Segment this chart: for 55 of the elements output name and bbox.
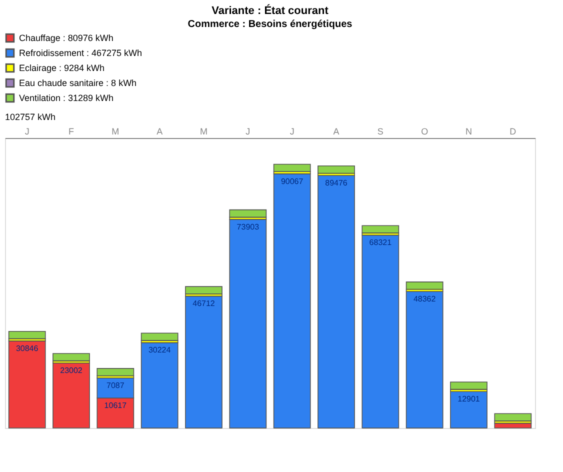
bar (8, 340, 46, 428)
bar (318, 165, 355, 174)
data-label: 48362 (413, 294, 436, 304)
bar (229, 209, 267, 218)
bar (140, 342, 178, 428)
data-label: 46712 (192, 299, 216, 308)
data-label: 7087 (106, 381, 125, 390)
bar (52, 362, 90, 428)
bar (52, 353, 90, 362)
bar (450, 391, 488, 428)
legend-label: Refroidissement : 467275 kWh (19, 48, 142, 58)
data-label: 89476 (325, 178, 348, 188)
bar (140, 332, 178, 341)
x-tick-label: S (377, 126, 384, 136)
legend-label: Ventilation : 31289 kWh (19, 93, 114, 103)
bar (406, 282, 444, 290)
x-tick-label: J (290, 126, 294, 136)
bar (273, 164, 311, 172)
chart-title: Variante : État courant (212, 4, 329, 17)
legend-label: Eau chaude sanitaire : 8 kWh (19, 78, 137, 88)
x-tick-label: J (246, 126, 250, 136)
data-label: 73903 (236, 222, 260, 232)
x-tick-label: A (333, 126, 340, 136)
x-tick-label: O (421, 126, 428, 136)
bar (494, 422, 532, 428)
x-tick-label: F (68, 126, 74, 136)
text: 102757 kWh (5, 112, 56, 122)
legend-label: Eclairage : 9284 kWh (19, 63, 105, 73)
data-label: 12901 (458, 394, 480, 404)
bar (362, 225, 400, 234)
bar (8, 330, 46, 340)
data-label: 68321 (369, 238, 392, 248)
bar (362, 234, 400, 428)
bar (185, 296, 222, 428)
data-label: 30224 (148, 346, 172, 355)
data-label: 90067 (280, 176, 304, 186)
bar (229, 219, 267, 428)
bar (450, 382, 488, 390)
x-tick-label: D (510, 126, 517, 136)
x-tick-label: N (466, 126, 472, 136)
x-tick-label: J (24, 126, 30, 136)
chart-subtitle: Commerce : Besoins énergétiques (188, 19, 353, 30)
bar (185, 286, 222, 294)
bar (318, 175, 355, 428)
data-label: 10617 (104, 401, 128, 410)
x-tick-label: M (200, 126, 208, 136)
data-label: 23002 (60, 366, 83, 376)
bar (96, 368, 134, 376)
legend-label: Chauffage : 80976 kWh (19, 33, 114, 43)
x-tick-label: M (112, 126, 120, 136)
bar (406, 291, 444, 428)
bar (273, 173, 311, 428)
bar (494, 413, 532, 422)
data-label: 30846 (16, 344, 39, 353)
x-tick-label: A (156, 126, 163, 136)
